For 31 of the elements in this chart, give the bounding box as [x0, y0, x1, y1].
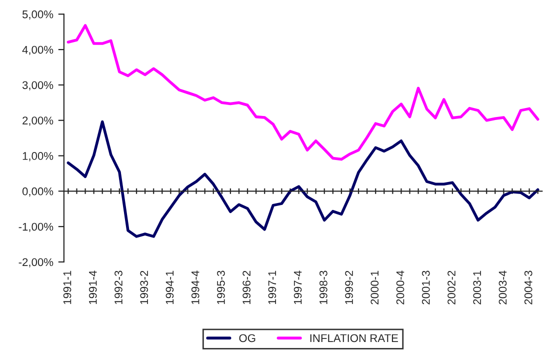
- x-tick-label: 2000-4: [396, 270, 404, 304]
- x-tick-label: 2001-3: [422, 270, 430, 304]
- line-series: [66, 120, 540, 238]
- x-tick-label: 1997-1: [268, 270, 276, 304]
- x-tick-label: 1994-1: [166, 270, 174, 304]
- x-tick-label: 1998-3: [319, 270, 328, 304]
- y-tick-label: 5,00%: [22, 10, 54, 20]
- line-series: [66, 24, 540, 161]
- x-tick-label: 2002-2: [448, 270, 456, 304]
- y-tick-label: 0,00%: [22, 187, 54, 197]
- legend-label: INFLATION RATE: [310, 334, 398, 342]
- y-tick-label: 3,00%: [22, 81, 54, 90]
- legend-label: OG: [239, 334, 256, 342]
- x-tick-label: 2000-1: [370, 270, 379, 304]
- x-tick-label: 1992-3: [114, 270, 122, 304]
- x-tick-label: 2003-1: [473, 270, 482, 304]
- x-tick-label: 2003-4: [498, 270, 507, 304]
- x-tick-label: 1991-1: [63, 270, 72, 304]
- y-tick-label: 1,00%: [22, 152, 54, 162]
- x-tick-label: 1996-2: [242, 270, 250, 304]
- x-tick-label: 1999-2: [345, 270, 353, 304]
- x-tick-label: 1997-4: [294, 270, 302, 304]
- x-tick-label: 2004-3: [524, 270, 532, 304]
- x-tick-label: 1995-3: [217, 270, 225, 304]
- x-tick-label: 1994-4: [191, 270, 200, 304]
- x-tick-label: 1991-4: [88, 270, 97, 304]
- x-tick-label: 1993-2: [140, 270, 148, 304]
- y-tick-label: 4,00%: [22, 46, 54, 56]
- y-tick-label: 2,00%: [22, 116, 54, 126]
- y-tick-label: -2,00%: [18, 258, 54, 268]
- y-tick-label: -1,00%: [18, 222, 54, 232]
